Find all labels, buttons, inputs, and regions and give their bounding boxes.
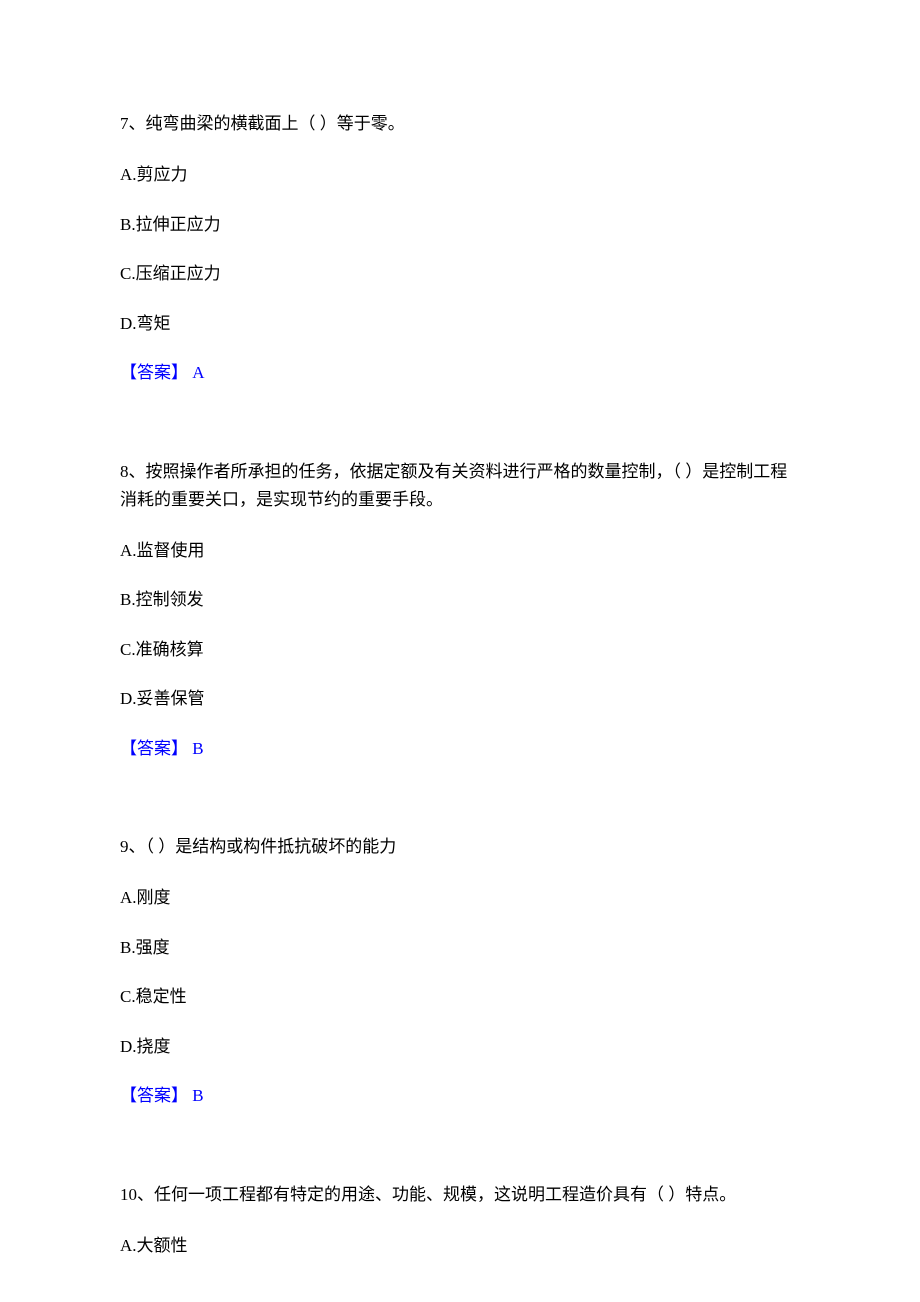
option-a: A.大额性	[120, 1233, 800, 1259]
answer-value: A	[188, 363, 205, 382]
answer-label: 【答案】	[120, 739, 188, 758]
answer-label: 【答案】	[120, 363, 188, 382]
option-b: B.控制领发	[120, 587, 800, 613]
question-text: 8、按照操作者所承担的任务，依据定额及有关资料进行严格的数量控制，（ ）是控制工…	[120, 458, 800, 514]
option-a: A.监督使用	[120, 538, 800, 564]
question-8: 8、按照操作者所承担的任务，依据定额及有关资料进行严格的数量控制，（ ）是控制工…	[120, 458, 800, 762]
option-d: D.弯矩	[120, 311, 800, 337]
question-9: 9、（ ）是结构或构件抵抗破坏的能力 A.刚度 B.强度 C.稳定性 D.挠度 …	[120, 833, 800, 1109]
option-c: C.稳定性	[120, 984, 800, 1010]
option-d: D.挠度	[120, 1034, 800, 1060]
answer-value: B	[188, 739, 204, 758]
answer-label: 【答案】	[120, 1086, 188, 1105]
answer: 【答案】 A	[120, 360, 800, 386]
question-7: 7、纯弯曲梁的横截面上（ ）等于零。 A.剪应力 B.拉伸正应力 C.压缩正应力…	[120, 110, 800, 386]
option-b: B.强度	[120, 935, 800, 961]
answer: 【答案】 B	[120, 736, 800, 762]
option-a: A.刚度	[120, 885, 800, 911]
question-10: 10、任何一项工程都有特定的用途、功能、规模，这说明工程造价具有（ ）特点。 A…	[120, 1181, 800, 1259]
option-a: A.剪应力	[120, 162, 800, 188]
document-content: 7、纯弯曲梁的横截面上（ ）等于零。 A.剪应力 B.拉伸正应力 C.压缩正应力…	[0, 0, 920, 1258]
option-d: D.妥善保管	[120, 686, 800, 712]
question-text: 10、任何一项工程都有特定的用途、功能、规模，这说明工程造价具有（ ）特点。	[120, 1181, 800, 1209]
answer: 【答案】 B	[120, 1083, 800, 1109]
question-text: 9、（ ）是结构或构件抵抗破坏的能力	[120, 833, 800, 861]
question-text: 7、纯弯曲梁的横截面上（ ）等于零。	[120, 110, 800, 138]
answer-value: B	[188, 1086, 204, 1105]
option-c: C.压缩正应力	[120, 261, 800, 287]
option-c: C.准确核算	[120, 637, 800, 663]
option-b: B.拉伸正应力	[120, 212, 800, 238]
